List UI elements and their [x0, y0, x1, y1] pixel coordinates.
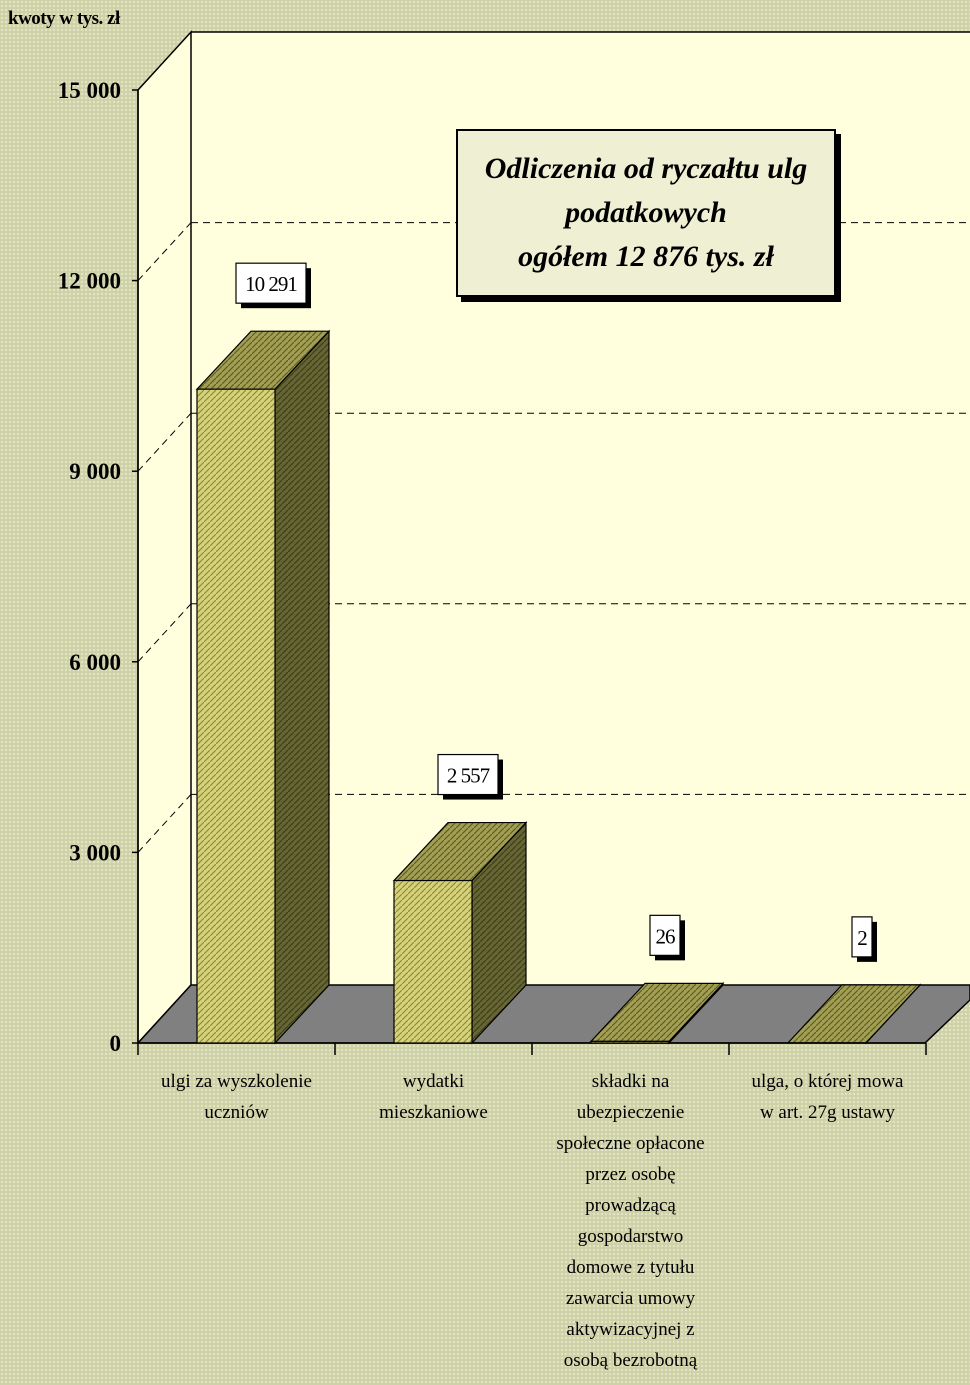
category-label-2-line-4: prowadzącą — [585, 1195, 676, 1216]
category-label-0-line-0: ulgi za wyszkolenie — [161, 1071, 312, 1092]
gridline-left-5 — [137, 31, 192, 91]
bar-side-0 — [274, 329, 330, 1045]
data-label-3: 2 — [851, 916, 877, 962]
data-label-text-2: 26 — [656, 924, 676, 948]
y-tick-label-5: 15 000 — [58, 78, 121, 103]
data-label-box-1 — [437, 753, 499, 796]
data-label-box-2 — [649, 914, 681, 956]
data-label-text-1: 2 557 — [447, 764, 490, 788]
y-tick-label-2: 6 000 — [69, 650, 121, 675]
y-tick-label-0: 0 — [110, 1031, 122, 1056]
gridline-left-1 — [137, 794, 192, 853]
category-label-2-line-7: zawarcia umowy — [565, 1288, 696, 1309]
category-label-2-line-6: domowe z tytułu — [566, 1257, 695, 1278]
y-tick-label-4: 12 000 — [58, 269, 121, 294]
gridline-left-4 — [137, 222, 192, 281]
data-label-text-3: 2 — [857, 926, 867, 950]
left-wall — [137, 30, 192, 1045]
category-label-2-line-2: społeczne opłacone — [556, 1133, 705, 1154]
category-label-0-line-1: uczniów — [204, 1102, 269, 1123]
bar-1 — [392, 821, 528, 1045]
chart-title-line-1: Odliczenia od ryczałtu ulg — [484, 152, 808, 185]
y-axis-unit-label: kwoty w tys. zł — [8, 8, 120, 29]
bar-0 — [195, 329, 331, 1045]
bars — [195, 329, 922, 1045]
category-label-2-line-9: osobą bezrobotną — [563, 1350, 698, 1371]
category-label-2-line-3: przez osobę — [585, 1164, 676, 1185]
chart-title-box: Odliczenia od ryczałtu ulg podatkowych o… — [456, 129, 836, 297]
category-label-1: wydatki mieszkaniowe — [339, 1066, 529, 1128]
data-label-box-3 — [851, 916, 873, 958]
bar-front-0 — [196, 388, 276, 1044]
category-label-2-line-0: składki na — [591, 1071, 670, 1092]
data-label-1: 2 557 — [437, 753, 503, 800]
category-label-2-line-1: ubezpieczenie — [576, 1102, 685, 1123]
data-label-2: 26 — [649, 914, 685, 961]
category-label-2: składki na ubezpieczenie społeczne opłacon… — [536, 1066, 726, 1376]
bar-2 — [589, 981, 725, 1045]
category-label-3-line-1: w art. 27g ustawy — [759, 1102, 896, 1123]
y-tick-label-1: 3 000 — [69, 840, 121, 865]
bar-front-2 — [590, 1040, 670, 1044]
data-labels: 10 291 2 557 26 2 — [235, 262, 877, 962]
gridline-left-2 — [137, 603, 192, 663]
data-label-0: 10 291 — [235, 262, 311, 309]
category-label-2-line-5: gospodarstwo — [577, 1226, 684, 1247]
category-label-0: ulgi za wyszkolenie uczniów — [142, 1066, 332, 1128]
bar-3 — [786, 983, 922, 1045]
data-label-text-0: 10 291 — [245, 272, 297, 296]
chart-title-line-3: ogółem 12 876 tys. zł — [518, 240, 774, 273]
category-label-3: ulga, o której mowa w art. 27g ustawy — [733, 1066, 923, 1128]
chart-title-line-2: podatkowych — [565, 196, 727, 229]
gridline-left-3 — [137, 412, 192, 472]
y-tick-label-3: 9 000 — [69, 459, 121, 484]
data-label-box-0 — [235, 262, 307, 304]
category-label-2-line-8: aktywizacyjnej z — [566, 1319, 695, 1340]
category-label-1-line-0: wydatki — [402, 1071, 465, 1092]
category-label-3-line-0: ulga, o której mowa — [751, 1071, 904, 1092]
bar-front-1 — [393, 879, 473, 1044]
category-label-1-line-1: mieszkaniowe — [379, 1102, 488, 1123]
